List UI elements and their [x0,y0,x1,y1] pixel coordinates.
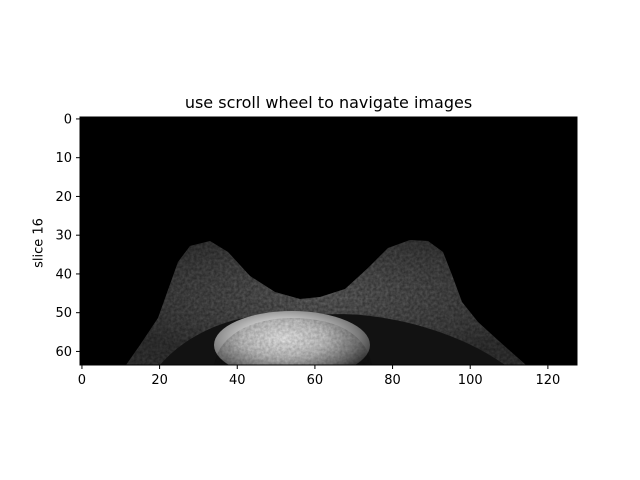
y-tick-label: 30 [55,229,72,244]
y-tick-label: 60 [55,345,72,360]
y-axis-ticks: 0 10 20 30 40 50 60 [55,112,80,360]
x-tick-label: 0 [78,373,86,388]
y-tick-label: 50 [55,306,72,321]
x-tick-label: 60 [307,373,324,388]
x-axis-ticks: 0 20 40 60 80 100 120 [78,365,560,388]
y-tick-label: 20 [55,190,72,205]
x-tick-label: 120 [535,373,560,388]
x-tick-label: 80 [384,373,401,388]
heart-texture [214,318,372,365]
y-tick-label: 0 [64,112,72,127]
x-tick-label: 40 [229,373,246,388]
x-tick-label: 20 [151,373,168,388]
plot-title: use scroll wheel to navigate images [184,93,473,112]
y-tick-label: 40 [55,267,72,282]
image-display[interactable] [80,117,577,379]
axes-frame [79,116,578,366]
y-tick-label: 10 [55,151,72,166]
x-tick-label: 100 [458,373,483,388]
